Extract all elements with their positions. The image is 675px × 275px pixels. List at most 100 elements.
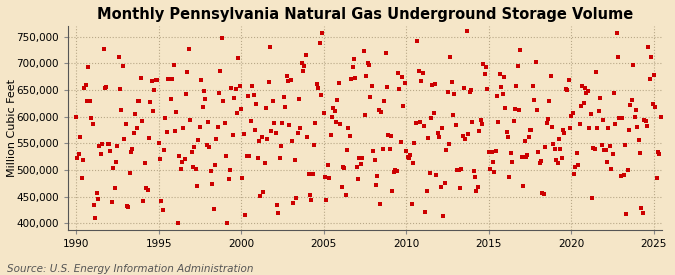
Point <box>169 129 180 133</box>
Point <box>477 122 487 127</box>
Point <box>559 131 570 135</box>
Point <box>614 116 625 121</box>
Point <box>111 160 122 164</box>
Point <box>367 84 377 88</box>
Point <box>376 109 387 114</box>
Point <box>572 151 583 155</box>
Point <box>113 54 124 59</box>
Point <box>518 184 529 189</box>
Point <box>456 166 466 171</box>
Point <box>237 176 248 180</box>
Title: Monthly Pennsylvania Natural Gas Underground Storage Volume: Monthly Pennsylvania Natural Gas Undergr… <box>97 7 633 22</box>
Point <box>442 89 453 94</box>
Point <box>262 137 273 141</box>
Point <box>549 147 560 151</box>
Point <box>92 196 103 201</box>
Point <box>418 124 429 129</box>
Point <box>313 86 323 90</box>
Point <box>380 51 391 55</box>
Point <box>588 146 599 150</box>
Point <box>186 149 197 154</box>
Point <box>452 168 462 172</box>
Point <box>232 111 242 115</box>
Point <box>104 142 115 147</box>
Point <box>645 77 655 81</box>
Point <box>597 118 608 122</box>
Point <box>424 171 435 175</box>
Point <box>336 185 347 189</box>
Point <box>225 168 236 172</box>
Point <box>315 93 326 98</box>
Point <box>339 166 350 170</box>
Point <box>233 56 244 60</box>
Point <box>535 160 545 165</box>
Point <box>461 29 472 34</box>
Point <box>437 126 448 130</box>
Point <box>88 203 99 207</box>
Point <box>655 115 666 120</box>
Point <box>540 145 551 150</box>
Point <box>319 111 329 116</box>
Point <box>515 48 526 52</box>
Point <box>171 110 182 114</box>
Point <box>275 144 286 148</box>
Point <box>420 210 431 214</box>
Point <box>570 165 581 169</box>
Point <box>507 160 518 164</box>
Point <box>298 69 308 73</box>
Point <box>646 55 657 59</box>
Point <box>196 78 207 82</box>
Point <box>223 177 234 181</box>
Point <box>155 157 165 161</box>
Point <box>633 138 644 142</box>
Point <box>360 112 371 117</box>
Point <box>172 221 183 226</box>
Point <box>468 168 479 173</box>
Point <box>493 120 504 124</box>
Point <box>396 140 406 145</box>
Point <box>414 120 425 124</box>
Point <box>269 121 279 125</box>
Point <box>628 63 639 67</box>
Point <box>200 97 211 101</box>
Point <box>497 92 508 96</box>
Point <box>479 72 490 76</box>
Point <box>400 81 410 86</box>
Point <box>435 185 446 189</box>
Point <box>653 150 664 154</box>
Point <box>119 136 130 141</box>
Point <box>647 102 658 106</box>
Point <box>165 97 176 101</box>
Point <box>306 197 317 202</box>
Point <box>294 97 304 101</box>
Point <box>393 71 404 75</box>
Point <box>122 204 132 208</box>
Point <box>558 128 568 133</box>
Point <box>333 81 344 85</box>
Point <box>295 126 306 130</box>
Point <box>117 64 128 69</box>
Point <box>634 150 645 155</box>
Point <box>323 163 333 167</box>
Point <box>589 147 600 151</box>
Point <box>258 190 269 195</box>
Point <box>202 120 213 124</box>
Point <box>632 125 643 129</box>
Point <box>84 98 95 103</box>
Point <box>263 80 274 84</box>
Point <box>472 185 483 189</box>
Point <box>288 201 299 205</box>
Point <box>460 137 470 141</box>
Point <box>364 62 375 67</box>
Point <box>149 88 160 92</box>
Point <box>500 106 511 110</box>
Point <box>478 62 489 67</box>
Point <box>74 152 84 156</box>
Point <box>198 89 209 93</box>
Point <box>342 148 352 152</box>
Point <box>182 70 193 75</box>
Point <box>487 160 498 164</box>
Point <box>95 152 106 156</box>
Point <box>609 91 620 95</box>
Point <box>587 196 597 201</box>
